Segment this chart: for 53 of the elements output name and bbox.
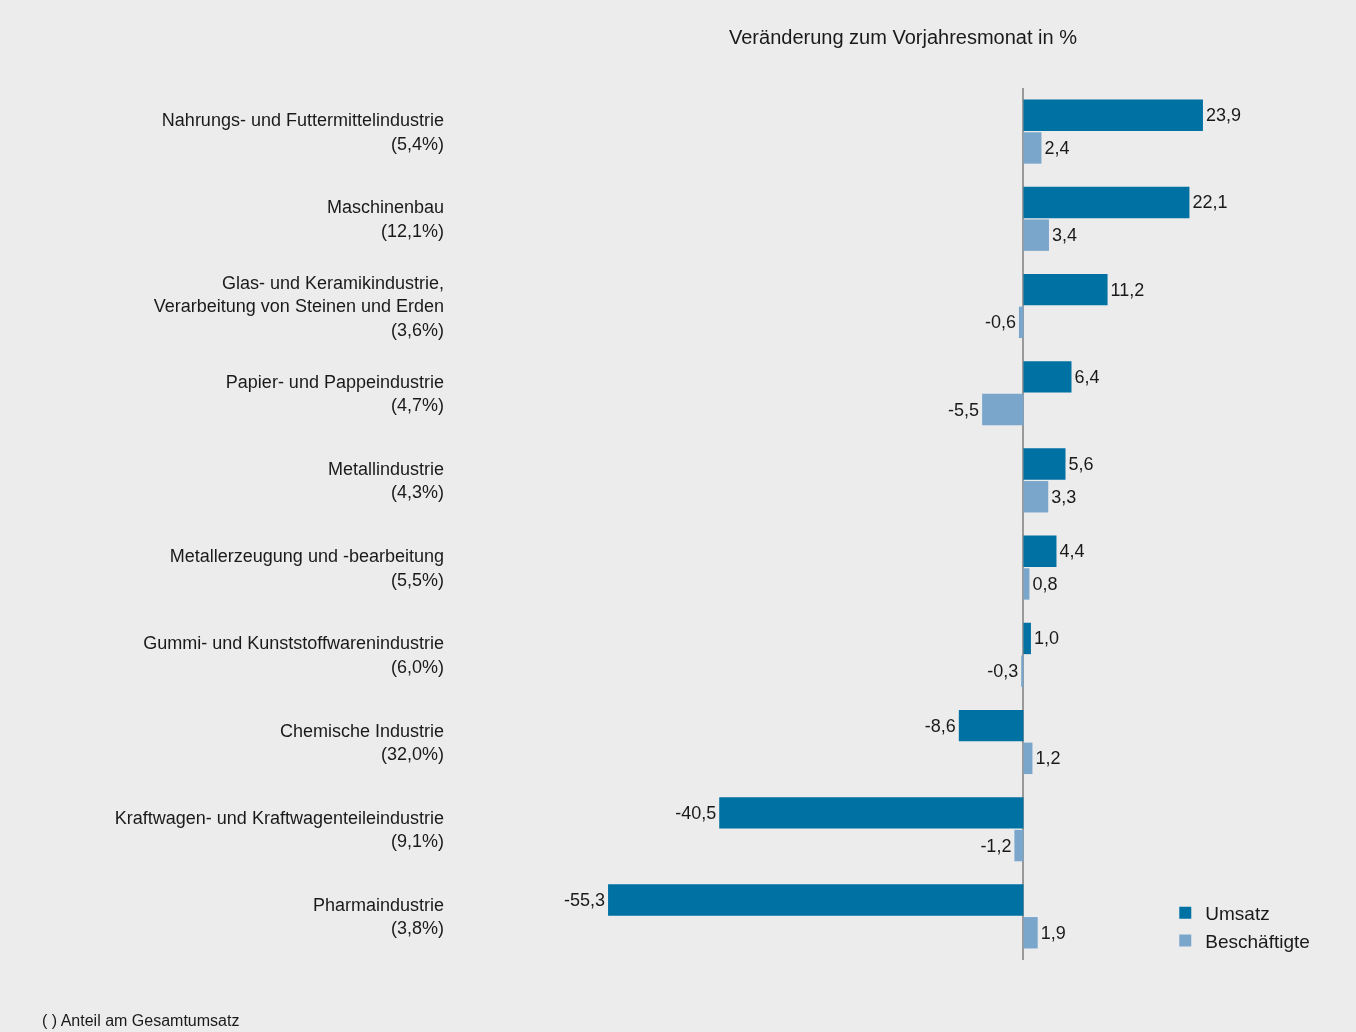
- y-tick-label: Glas- und Keramikindustrie, Verarbeitung von Steinen und Erden (3,6%): [153, 272, 444, 340]
- bar: [1023, 99, 1203, 131]
- bar: [1023, 917, 1038, 949]
- y-tick-label: Maschinenbau (12,1%): [326, 197, 444, 241]
- legend-label: Umsatz: [1205, 903, 1270, 925]
- y-tick-label: Papier- und Pappeindustrie (4,7%): [225, 371, 444, 416]
- bar: [1014, 829, 1024, 862]
- bar: [1023, 219, 1049, 251]
- data-label: 0,8: [1032, 573, 1058, 594]
- data-label: 2,4: [1044, 137, 1070, 158]
- data-label: 6,4: [1074, 366, 1100, 387]
- bar: [1023, 448, 1066, 480]
- bar: [1023, 622, 1031, 655]
- data-label: -40,5: [675, 802, 717, 823]
- data-label: 1,0: [1033, 628, 1059, 649]
- bar: [1023, 535, 1057, 567]
- data-label: 23,9: [1205, 105, 1241, 126]
- data-label: -55,3: [564, 890, 606, 911]
- text: ( ) Anteil am Gesamtumsatz: [42, 1012, 240, 1029]
- data-label: -0,6: [984, 312, 1016, 333]
- chart-title: Veränderung zum Vorjahresmonat in %: [729, 26, 1078, 48]
- data-label: 1,2: [1035, 748, 1061, 769]
- y-tick-label: Metallindustrie (4,3%): [327, 459, 444, 503]
- data-label: 3,4: [1051, 225, 1077, 246]
- data-label: 1,9: [1040, 922, 1066, 943]
- data-label: 11,2: [1110, 279, 1145, 300]
- bar: [1023, 568, 1030, 600]
- data-label: -5,5: [948, 399, 980, 420]
- y-tick-label: Nahrungs- und Futtermittelindustrie (5,4%): [161, 110, 444, 154]
- data-label: 4,4: [1059, 541, 1085, 562]
- legend-label: Beschäftigte: [1205, 930, 1310, 952]
- y-tick-label: Metallerzeugung und -bearbeitung (5,5%): [169, 546, 444, 590]
- data-label: -8,6: [924, 715, 956, 736]
- bar: [1021, 655, 1024, 687]
- bar: [1023, 132, 1042, 164]
- bar: [1023, 742, 1033, 775]
- bar: [1023, 186, 1190, 219]
- bar: [608, 884, 1024, 916]
- bar: [1023, 273, 1108, 306]
- data-label: 22,1: [1192, 192, 1228, 213]
- data-label: 3,3: [1051, 486, 1077, 507]
- data-label: -1,2: [980, 835, 1012, 856]
- y-tick-label: Gummi- und Kunststoffwarenindustrie (6,0%): [143, 633, 444, 677]
- bar: [982, 393, 1024, 426]
- bar: [1023, 361, 1072, 393]
- data-label: 5,6: [1068, 454, 1094, 475]
- bar: [719, 797, 1024, 829]
- bar: [958, 709, 1024, 742]
- y-tick-label: Kraftwagen- und Kraftwagenteileindustrie (9,1%): [114, 807, 444, 852]
- y-tick-label: Chemische Industrie (32,0%): [279, 720, 444, 764]
- bar: [1023, 481, 1049, 513]
- y-tick-label: Pharmaindustrie (3,8%): [312, 895, 444, 939]
- data-label: -0,3: [987, 661, 1019, 682]
